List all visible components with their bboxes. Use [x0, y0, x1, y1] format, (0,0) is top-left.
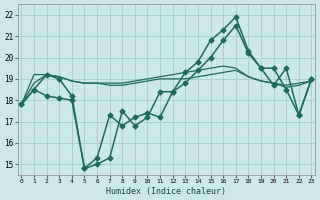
X-axis label: Humidex (Indice chaleur): Humidex (Indice chaleur) — [107, 187, 227, 196]
